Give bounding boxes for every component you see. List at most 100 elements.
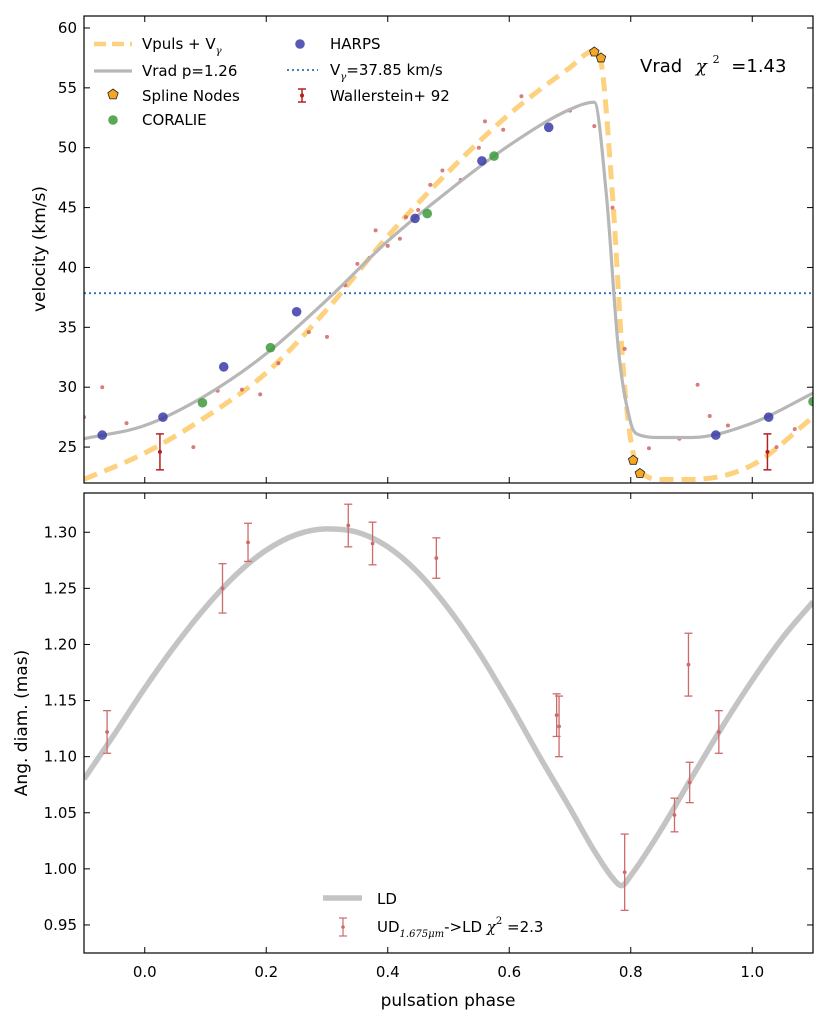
ud-point xyxy=(620,833,629,912)
legend-harps-marker xyxy=(295,39,305,49)
ud-point xyxy=(432,537,441,579)
ud-marker xyxy=(686,662,691,667)
ud-marker xyxy=(370,541,375,546)
ud-marker xyxy=(687,780,692,785)
ud-point xyxy=(684,632,693,697)
x-tick-label: 0.4 xyxy=(376,963,400,981)
ud-marker xyxy=(434,556,439,560)
ud-marker xyxy=(105,730,109,734)
y-tick-label: 40 xyxy=(58,258,77,276)
y-tick-label: 45 xyxy=(58,199,77,217)
legend-vrad: Vrad p=1.26 xyxy=(94,62,237,80)
ud-point xyxy=(670,797,679,833)
small-point xyxy=(276,361,281,366)
small-point xyxy=(428,182,433,187)
small-point xyxy=(258,392,263,397)
legend-wallerstein-label: Wallerstein+ 92 xyxy=(330,87,450,105)
harps-point xyxy=(97,430,108,440)
legend-nodes: Spline Nodes xyxy=(107,87,240,105)
spline-node xyxy=(627,454,639,465)
bottom-x-axis: 0.0 0.2 0.4 0.6 0.8 1.0 xyxy=(133,493,764,981)
ud-points-group xyxy=(103,503,723,912)
ud-point xyxy=(368,521,377,566)
ud-point xyxy=(218,563,227,614)
ld-curve xyxy=(84,526,813,889)
bottom-legend: LD UD1.675μm->LD χ2 =2.3 xyxy=(323,890,543,940)
ud-point xyxy=(714,710,723,754)
ud-point xyxy=(103,710,112,754)
wallerstein-point xyxy=(763,433,772,471)
small-point xyxy=(416,207,421,212)
small-point xyxy=(373,228,378,233)
small-point xyxy=(124,421,129,426)
y-tick-label: 1.00 xyxy=(44,860,77,878)
vrad-curve xyxy=(84,100,813,441)
legend-coralie-label: CORALIE xyxy=(142,111,207,129)
small-point xyxy=(725,423,730,428)
top-plot-frame xyxy=(83,15,814,484)
legend-ud-label: UD1.675μm->LD χ2 =2.3 xyxy=(377,916,543,940)
harps-point xyxy=(763,412,774,422)
small-point xyxy=(385,243,390,248)
coralie-point xyxy=(422,208,433,219)
bottom-y-axis-label: Ang. diam. (mas) xyxy=(12,650,32,796)
bottom-plot-frame xyxy=(83,492,814,954)
legend-wallerstein: Wallerstein+ 92 xyxy=(298,87,450,105)
ud-marker xyxy=(622,870,627,875)
y-tick-label: 25 xyxy=(58,438,77,456)
y-tick-label: 50 xyxy=(58,139,77,157)
small-point xyxy=(482,119,487,124)
small-point xyxy=(774,445,779,450)
legend-wallerstein-marker xyxy=(298,88,306,103)
x-tick-label: 0.6 xyxy=(497,963,521,981)
small-point xyxy=(519,94,524,99)
harps-point xyxy=(410,213,420,224)
legend-ud-marker xyxy=(339,917,347,937)
y-tick-label: 30 xyxy=(58,378,77,396)
small-point xyxy=(610,205,615,210)
small-point xyxy=(306,330,311,335)
wallerstein-marker xyxy=(157,449,162,454)
top-legend: Vpuls + Vγ Vrad p=1.26 Spline Nodes CORA… xyxy=(94,35,450,129)
legend-harps: HARPS xyxy=(295,35,381,53)
ud-marker xyxy=(220,586,225,591)
harps-point xyxy=(543,122,554,133)
coralie-points-group xyxy=(197,151,813,408)
small-point xyxy=(592,124,597,129)
ud-marker xyxy=(346,523,351,528)
ud-marker xyxy=(554,713,559,718)
spline-node xyxy=(634,467,646,478)
ud-point xyxy=(552,693,561,738)
diameter-panel: 0.951.001.051.101.151.201.251.30 0.0 0.2 0… xyxy=(12,492,814,1011)
ud-marker xyxy=(716,730,721,734)
legend-ud: UD1.675μm->LD χ2 =2.3 xyxy=(339,916,543,940)
x-axis-label: pulsation phase xyxy=(381,991,516,1011)
legend-vgamma: Vγ=37.85 km/s xyxy=(287,61,443,83)
y-tick-label: 1.20 xyxy=(44,635,77,653)
small-point xyxy=(355,261,360,266)
small-point xyxy=(100,385,105,390)
y-tick-label: 0.95 xyxy=(44,916,77,934)
small-point xyxy=(403,215,408,220)
small-points-group xyxy=(84,94,797,451)
coralie-point xyxy=(265,342,276,353)
y-tick-label: 55 xyxy=(58,79,77,97)
wallerstein-points-group xyxy=(155,433,772,471)
ud-marker xyxy=(246,540,250,545)
coralie-point xyxy=(197,397,208,408)
harps-point xyxy=(291,306,302,317)
y-tick-label: 1.15 xyxy=(44,692,77,710)
chi-annotation: Vrad χ 2 =1.43 xyxy=(640,47,786,77)
ud-point xyxy=(244,522,253,563)
top-y-axis: 25 30 35 40 45 50 55 60 xyxy=(58,19,813,456)
legend-nodes-marker xyxy=(107,88,119,100)
ud-point xyxy=(344,503,353,548)
y-tick-label: 60 xyxy=(58,19,77,37)
vpuls-curve xyxy=(84,48,813,482)
harps-point xyxy=(711,430,721,440)
small-point xyxy=(476,145,481,150)
legend-vpuls: Vpuls + Vγ xyxy=(94,35,222,57)
small-point xyxy=(695,382,700,387)
x-tick-label: 0.2 xyxy=(254,963,278,981)
